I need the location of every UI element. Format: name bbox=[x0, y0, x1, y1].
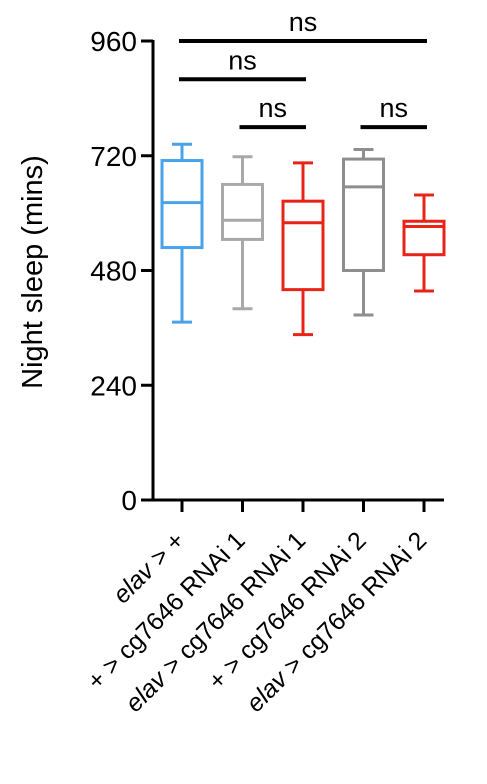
iqr-box bbox=[221, 182, 264, 241]
bracket-label-2: ns bbox=[258, 93, 287, 123]
box-4 bbox=[402, 193, 446, 293]
y-tick-label-0: 0 bbox=[121, 485, 137, 516]
bracket-label-0: ns bbox=[289, 7, 318, 37]
box-1 bbox=[221, 155, 264, 311]
box-0 bbox=[160, 142, 204, 324]
bracket-label-1: ns bbox=[228, 45, 257, 75]
box-2 bbox=[281, 161, 325, 337]
y-tick-label-480: 480 bbox=[90, 256, 137, 287]
bracket-label-3: ns bbox=[379, 93, 408, 123]
y-tick-label-960: 960 bbox=[90, 26, 137, 57]
y-axis-label: Night sleep (mins) bbox=[17, 155, 49, 389]
boxes bbox=[160, 142, 446, 337]
iqr-box bbox=[281, 199, 325, 292]
box-3 bbox=[342, 148, 385, 317]
y-tick-label-240: 240 bbox=[90, 370, 137, 401]
y-tick-label-720: 720 bbox=[90, 141, 137, 172]
iqr-box bbox=[342, 157, 385, 272]
